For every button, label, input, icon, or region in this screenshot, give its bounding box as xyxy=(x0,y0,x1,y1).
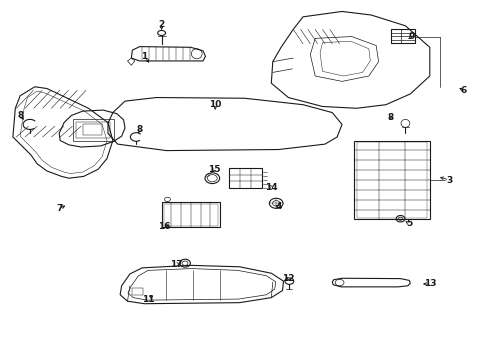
Bar xyxy=(132,288,143,295)
Text: 8: 8 xyxy=(136,125,142,134)
Text: 3: 3 xyxy=(445,176,451,185)
Bar xyxy=(161,202,220,227)
Text: 1: 1 xyxy=(141,52,147,61)
Bar xyxy=(390,30,414,43)
Bar xyxy=(73,119,114,140)
Text: 8: 8 xyxy=(387,113,393,122)
Text: 9: 9 xyxy=(407,32,414,41)
Text: 4: 4 xyxy=(275,202,281,211)
Bar xyxy=(356,142,427,218)
Text: 17: 17 xyxy=(169,260,182,269)
Text: 2: 2 xyxy=(158,19,164,28)
Bar xyxy=(228,168,262,188)
Bar xyxy=(353,140,429,220)
Text: 11: 11 xyxy=(142,294,154,303)
Text: 15: 15 xyxy=(207,165,220,174)
Bar xyxy=(163,204,218,226)
Bar xyxy=(76,122,110,138)
Text: 5: 5 xyxy=(406,219,411,228)
Text: 7: 7 xyxy=(56,204,62,213)
Text: 6: 6 xyxy=(460,86,466,95)
Text: 14: 14 xyxy=(264,183,277,192)
Text: 13: 13 xyxy=(423,279,435,288)
Text: 10: 10 xyxy=(209,100,221,109)
Text: 12: 12 xyxy=(282,274,294,283)
Text: 8: 8 xyxy=(17,111,23,120)
Bar xyxy=(82,125,102,135)
Text: 16: 16 xyxy=(158,222,170,231)
